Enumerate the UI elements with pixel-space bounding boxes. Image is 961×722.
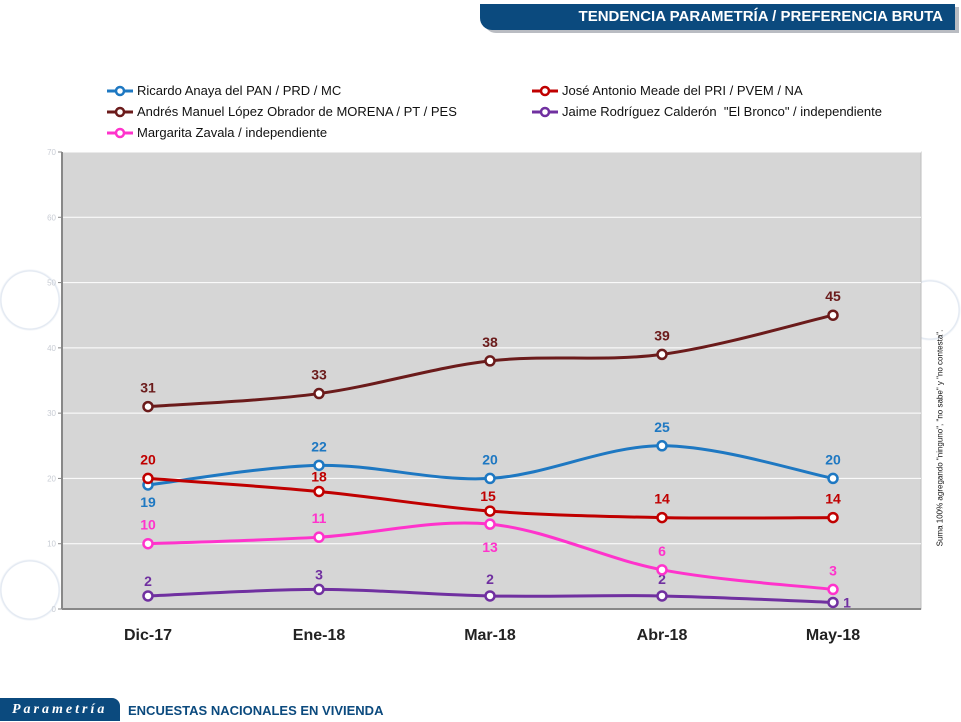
data-point <box>656 440 668 452</box>
data-point <box>142 400 154 413</box>
legend-marker-icon <box>532 85 558 96</box>
data-point <box>827 583 839 596</box>
data-point <box>656 564 668 576</box>
data-point <box>313 459 325 472</box>
series-4: 10 11 13 6 3 <box>140 510 839 596</box>
legend-label: Ricardo Anaya del PAN / PRD / MC <box>137 83 342 98</box>
legend-marker-icon <box>532 106 558 117</box>
data-label: 15 <box>480 488 496 504</box>
data-point <box>656 511 668 524</box>
legend-item: Andrés Manuel López Obrador de MORENA / … <box>105 104 457 119</box>
data-label: 19 <box>140 494 156 510</box>
data-label: 20 <box>140 451 156 467</box>
data-label: 2 <box>486 571 494 587</box>
data-point <box>313 485 325 498</box>
data-label: 3 <box>829 562 837 578</box>
data-point <box>484 505 496 517</box>
data-label: 14 <box>654 491 670 507</box>
data-point <box>484 590 496 602</box>
page-title: TENDENCIA PARAMETRÍA / PREFERENCIA BRUTA <box>578 8 943 25</box>
legend-item: José Antonio Meade del PRI / PVEM / NA <box>530 83 803 98</box>
data-point <box>142 537 154 550</box>
data-point <box>484 518 496 530</box>
y-tick-label: 50 <box>47 279 56 288</box>
side-note: Suma 100% agregando "ninguno", "no sabe"… <box>935 329 945 547</box>
x-tick-label: May-18 <box>806 627 860 644</box>
data-point <box>827 596 839 609</box>
legend-marker-icon <box>107 106 133 117</box>
data-label: 22 <box>311 438 327 454</box>
data-label: 25 <box>654 419 670 435</box>
x-tick-label: Dic-17 <box>124 627 172 644</box>
series-3: 2 3 2 2 1 <box>142 566 851 610</box>
y-tick-label: 10 <box>47 540 56 549</box>
data-label: 38 <box>482 334 498 350</box>
data-label: 6 <box>658 543 666 559</box>
x-tick-label: Abr-18 <box>637 627 688 644</box>
legend-item: Ricardo Anaya del PAN / PRD / MC <box>105 83 341 98</box>
legend-label: Jaime Rodríguez Calderón "El Bronco" / i… <box>562 104 882 119</box>
y-tick-label: 60 <box>47 213 56 222</box>
legend-label: Andrés Manuel López Obrador de MORENA / … <box>137 104 457 119</box>
data-point <box>656 590 668 602</box>
data-point <box>484 472 496 485</box>
y-tick-label: 40 <box>47 344 56 353</box>
data-label: 45 <box>825 288 841 304</box>
series-0: 19 22 20 25 20 <box>140 419 841 510</box>
data-label: 20 <box>825 451 841 467</box>
series-2: 31 33 38 39 45 <box>140 288 841 413</box>
data-label: 31 <box>140 380 156 396</box>
x-tick-label: Ene-18 <box>293 627 346 644</box>
data-point <box>142 472 154 485</box>
data-label: 11 <box>312 510 327 526</box>
legend-label: Margarita Zavala / independiente <box>137 125 328 140</box>
data-label: 3 <box>315 566 323 582</box>
series-1: 20 18 15 14 14 <box>140 451 841 524</box>
data-label: 2 <box>144 573 152 589</box>
y-tick-label: 30 <box>47 409 56 418</box>
data-label: 33 <box>311 367 327 383</box>
data-point <box>313 387 325 400</box>
legend-marker-icon <box>107 127 133 138</box>
data-point <box>313 531 325 543</box>
data-point <box>656 348 668 361</box>
data-label: 39 <box>654 327 670 343</box>
data-point <box>827 472 839 485</box>
data-point <box>827 309 839 321</box>
header-banner: TENDENCIA PARAMETRÍA / PREFERENCIA BRUTA <box>480 4 955 30</box>
data-point <box>313 583 325 596</box>
footer-subtitle: ENCUESTAS NACIONALES EN VIVIENDA <box>128 703 384 718</box>
legend-marker-icon <box>107 85 133 96</box>
data-label: 18 <box>311 468 327 484</box>
parametria-logo: Parametría <box>0 698 120 721</box>
legend-item: Jaime Rodríguez Calderón "El Bronco" / i… <box>530 104 882 119</box>
plot-area <box>61 151 922 610</box>
legend-item: Margarita Zavala / independiente <box>105 125 327 140</box>
y-tick-label: 0 <box>52 605 57 614</box>
data-label: 13 <box>482 539 498 555</box>
y-tick-label: 70 <box>47 148 56 157</box>
legend-label: José Antonio Meade del PRI / PVEM / NA <box>562 83 803 98</box>
data-point <box>827 511 839 524</box>
x-tick-label: Mar-18 <box>464 627 516 644</box>
data-label: 10 <box>140 517 156 533</box>
data-label: 20 <box>482 451 498 467</box>
y-tick-label: 20 <box>47 474 56 483</box>
data-label: 2 <box>658 571 666 587</box>
data-point <box>142 590 154 602</box>
data-label: 14 <box>825 491 841 507</box>
data-point <box>484 355 496 367</box>
data-label: 1 <box>843 594 851 610</box>
